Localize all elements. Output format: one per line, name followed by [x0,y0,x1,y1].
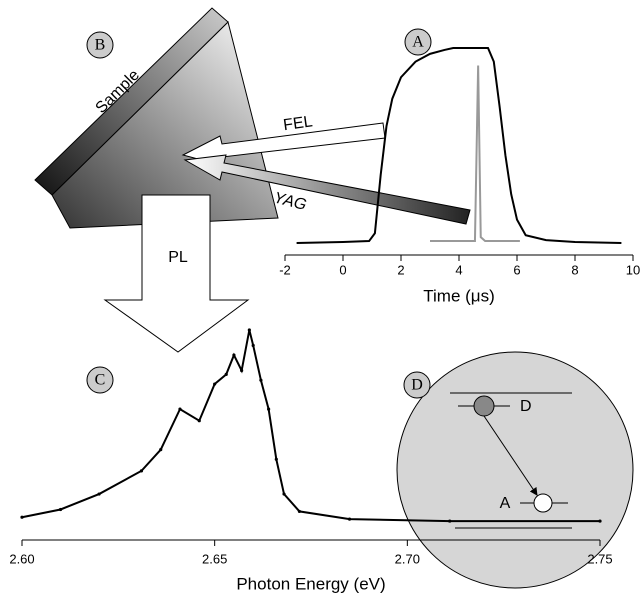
data-point [448,519,452,523]
panel-label-text: A [412,34,424,51]
transition-arrow [483,415,538,496]
donor-label: D [520,398,532,415]
data-point [240,368,244,373]
panel-label-d: D [403,371,431,399]
data-line [430,65,520,243]
donor [473,395,495,417]
x-tick-label: 2.65 [202,551,227,566]
energy-diagram [396,351,634,589]
x-axis-label: Time (μs) [423,286,495,305]
pl-arrow [103,194,250,353]
x-tick-label: -2 [279,262,291,277]
data-point [197,419,201,423]
panel-label-text: C [95,372,106,389]
x-tick-label: 4 [455,262,462,277]
panel-label-a: A [404,28,432,56]
x-tick-label: 2.75 [587,551,612,566]
data-point [232,353,236,357]
sample-edge [34,7,229,196]
panel-label-b: B [86,31,114,59]
yag-arrow [183,154,471,225]
data-point [213,382,217,386]
data-point [347,517,352,521]
acceptor-label: A [500,495,511,512]
panel-label-text: B [95,37,106,54]
data-point [259,378,263,382]
yag-label: YAG [272,189,308,213]
data-line [296,47,622,244]
data-point [598,519,602,523]
data-point [282,492,286,496]
data-point [274,457,278,461]
data-point [267,407,271,411]
panel-label-c: C [86,366,114,394]
x-tick-label: 2.60 [9,551,34,566]
data-point [297,509,302,514]
data-point [178,407,182,411]
data-point [139,469,144,473]
x-axis-label: Photon Energy (eV) [236,574,385,593]
data-point [159,448,163,452]
x-tick-label: 2 [397,262,404,277]
acceptor [533,493,553,513]
x-tick-label: 6 [513,262,520,277]
data-point [97,492,101,496]
panel-label-text: D [411,377,423,394]
data-point [58,507,63,512]
x-tick-label: 2.70 [395,551,420,566]
pl-label: PL [168,249,188,266]
data-point [20,515,24,519]
fel-label: FEL [282,113,314,134]
x-tick-label: 10 [626,262,640,277]
x-tick-label: 0 [339,262,346,277]
data-point [251,343,255,348]
x-tick-label: 8 [571,262,578,277]
data-point [247,328,251,332]
data-point [224,372,228,376]
